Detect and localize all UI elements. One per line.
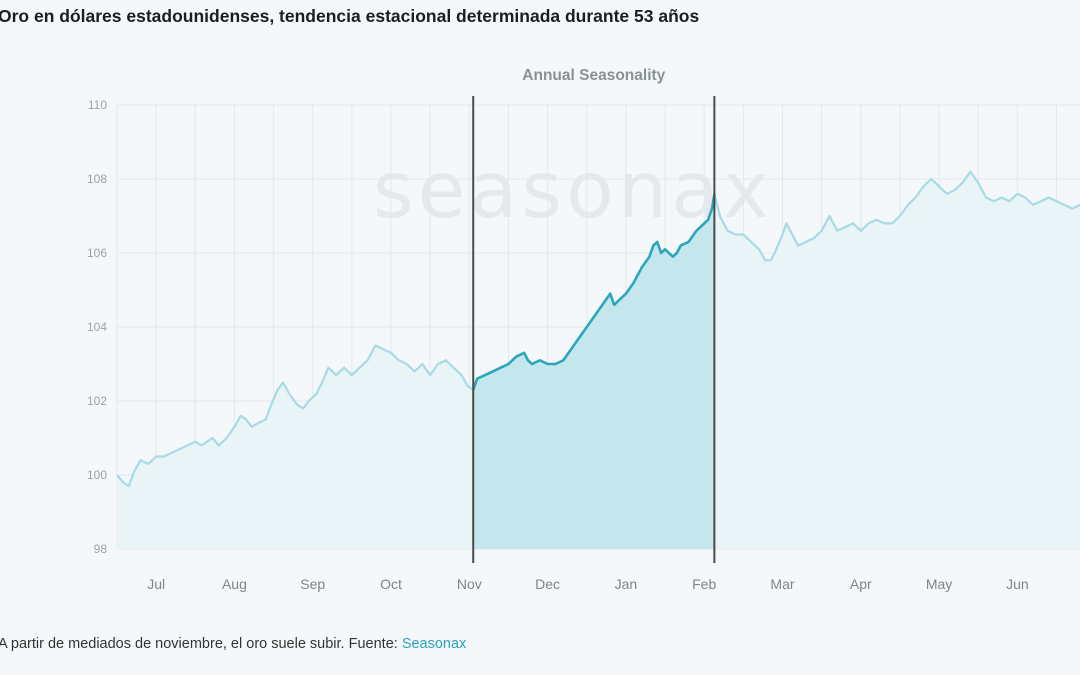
x-tick-labels: Jul Aug Sep Oct Nov Dec Jan Feb Mar Apr May Jun — [147, 576, 1028, 592]
area-fill-before — [117, 345, 474, 549]
x-tick-label: Jul — [147, 576, 165, 592]
x-tick-label: Nov — [457, 576, 482, 592]
y-tick-label: 108 — [87, 172, 107, 186]
series-line-highlight — [471, 193, 716, 391]
source-link[interactable]: Seasonax — [401, 636, 467, 652]
x-tick-label: May — [926, 576, 952, 592]
chart-svg: seasonax 98 100 102 104 106 108 110 Jul Aug Sep O… — [87, 67, 1080, 592]
y-tick-labels: 98 100 102 104 106 108 110 — [87, 98, 107, 556]
watermark: seasonax — [373, 146, 773, 236]
page-title: Oro en dólares estadounidenses, tendenci… — [0, 6, 700, 26]
area-fill-after — [714, 171, 1080, 549]
x-tick-label: Aug — [222, 576, 247, 592]
x-tick-label: Jun — [1006, 576, 1029, 592]
y-tick-label: 104 — [87, 320, 107, 334]
seasonality-chart: seasonax 98 100 102 104 106 108 110 Jul Aug Sep O… — [0, 52, 1080, 612]
x-tick-label: Jan — [615, 576, 638, 592]
seasonality-window — [472, 96, 716, 563]
series-line-before — [116, 344, 474, 488]
area-fill — [117, 171, 1080, 550]
chart-title: Annual Seasonality — [522, 67, 665, 84]
x-tick-label: Apr — [850, 576, 872, 592]
x-tick-label: Dec — [535, 576, 560, 592]
x-tick-label: Feb — [692, 576, 716, 592]
y-tick-label: 106 — [87, 246, 107, 260]
series-lines — [116, 170, 1080, 488]
y-tick-label: 100 — [87, 468, 107, 482]
caption-text: A partir de mediados de noviembre, el or… — [0, 636, 402, 652]
x-tick-label: Mar — [770, 576, 794, 592]
area-fill-highlight — [473, 193, 715, 550]
y-tick-label: 110 — [88, 98, 107, 112]
y-tick-label: 102 — [87, 394, 107, 408]
series-line-after — [713, 170, 1080, 262]
x-tick-label: Oct — [380, 576, 402, 592]
x-tick-label: Sep — [300, 576, 325, 592]
y-tick-label: 98 — [94, 542, 108, 556]
figure-caption: A partir de mediados de noviembre, el or… — [0, 636, 466, 652]
